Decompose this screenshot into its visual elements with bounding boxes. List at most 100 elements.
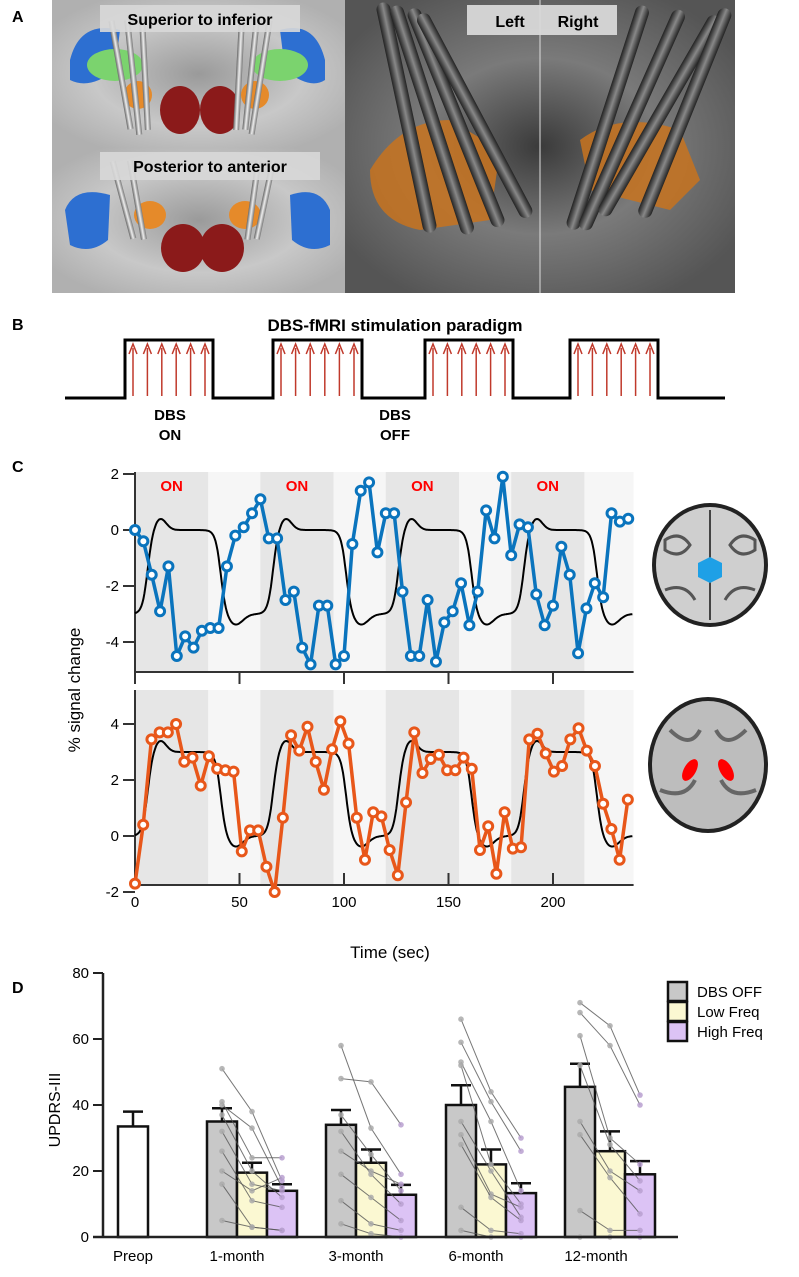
data-point — [161, 726, 174, 739]
data-point — [391, 869, 404, 882]
data-point — [432, 748, 445, 761]
subject-point — [458, 1118, 464, 1125]
x-tick-label: 50 — [231, 894, 248, 911]
legend-label: Low Freq — [697, 1004, 760, 1021]
subject-point — [249, 1197, 255, 1204]
panel-label-a: A — [12, 9, 24, 26]
subject-point — [219, 1112, 225, 1118]
data-point — [496, 470, 509, 483]
subject-point — [488, 1098, 494, 1105]
pulse-arrowhead-icon — [320, 341, 330, 355]
dbs-on-label-2: ON — [159, 427, 182, 444]
y-tick-label: -2 — [106, 578, 119, 595]
data-point — [321, 599, 334, 612]
data-point — [326, 743, 339, 756]
y-tick-label: 80 — [72, 965, 89, 982]
pulse-arrowhead-icon — [616, 341, 626, 355]
data-point — [505, 549, 518, 562]
pulse-arrowhead-icon — [457, 341, 467, 355]
data-point — [129, 877, 141, 890]
pulse-arrowhead-icon — [485, 341, 496, 355]
subject-point — [458, 1016, 464, 1022]
subject-point — [488, 1089, 494, 1095]
data-point — [254, 493, 267, 506]
subject-point — [458, 1039, 464, 1046]
data-point — [438, 616, 451, 629]
data-point — [202, 750, 215, 763]
data-point — [564, 733, 577, 746]
data-point — [580, 602, 593, 615]
y-tick-label: -4 — [106, 634, 119, 651]
stimulation-paradigm: DBS-fMRI stimulation paradigm DBS ON DBS… — [65, 316, 725, 444]
subject-point — [398, 1171, 404, 1178]
subject-point — [518, 1135, 524, 1141]
x-tick-label: 0 — [131, 894, 139, 911]
subject-point — [607, 1227, 613, 1234]
subject-point — [338, 1197, 344, 1204]
data-point — [446, 605, 459, 618]
data-point — [421, 594, 434, 606]
pulse-arrowhead-icon — [442, 341, 453, 355]
data-point — [388, 507, 401, 520]
data-point — [285, 729, 298, 742]
subject-point — [577, 1062, 583, 1069]
data-point — [154, 605, 167, 618]
data-point — [622, 512, 635, 525]
subject-point — [637, 1227, 643, 1234]
y-tick-label: 0 — [81, 1229, 89, 1246]
subject-point — [637, 1161, 643, 1168]
legend-swatch — [666, 1000, 689, 1023]
data-point — [162, 560, 175, 573]
subject-point — [219, 1128, 225, 1135]
roi-brain-inset-bottom — [648, 697, 768, 833]
subject-point — [637, 1102, 643, 1108]
x-category-label: 1-month — [209, 1248, 264, 1265]
data-point — [179, 630, 192, 643]
data-point — [229, 529, 242, 542]
data-point — [463, 619, 476, 632]
data-point — [304, 658, 317, 671]
data-point — [488, 532, 501, 545]
pulse-arrowhead-icon — [573, 341, 583, 355]
x-tick-label: 200 — [540, 894, 565, 911]
data-point — [556, 760, 569, 772]
data-point — [482, 820, 495, 833]
data-point — [471, 585, 484, 598]
subject-point — [249, 1125, 255, 1131]
subject-point — [338, 1221, 344, 1227]
roi-brain-inset-top — [652, 503, 768, 627]
panel-label-c: C — [12, 459, 24, 476]
subject-point — [249, 1188, 255, 1194]
subject-point — [458, 1131, 464, 1138]
data-point — [260, 860, 273, 873]
legend-label: High Freq — [697, 1024, 763, 1041]
pulse-arrowhead-icon — [630, 341, 641, 355]
data-point — [498, 806, 511, 819]
subject-point — [338, 1128, 344, 1135]
legend-swatch — [666, 1020, 689, 1043]
subject-point — [577, 999, 583, 1006]
subject-point — [637, 1211, 643, 1217]
subject-point — [458, 1062, 464, 1069]
subject-point — [518, 1188, 524, 1194]
pulse-arrowhead-icon — [128, 341, 138, 355]
data-point — [375, 810, 388, 823]
panel-label-b: B — [12, 317, 24, 334]
subject-point — [219, 1148, 225, 1154]
data-point — [212, 622, 225, 634]
stimulation-waveform — [65, 338, 725, 400]
data-point — [605, 507, 618, 520]
data-point — [296, 641, 309, 654]
subject-point — [368, 1151, 374, 1158]
pulse-arrowhead-icon — [142, 341, 153, 355]
x-category-label: 12-month — [564, 1248, 627, 1265]
pulse-arrowhead-icon — [276, 341, 286, 355]
y-tick-label: 2 — [111, 466, 119, 483]
subject-point — [398, 1188, 404, 1194]
pulse-arrowhead-icon — [428, 341, 438, 355]
subject-point — [279, 1174, 285, 1181]
data-point — [547, 599, 559, 612]
data-point — [580, 744, 593, 757]
subject-point — [249, 1108, 255, 1115]
